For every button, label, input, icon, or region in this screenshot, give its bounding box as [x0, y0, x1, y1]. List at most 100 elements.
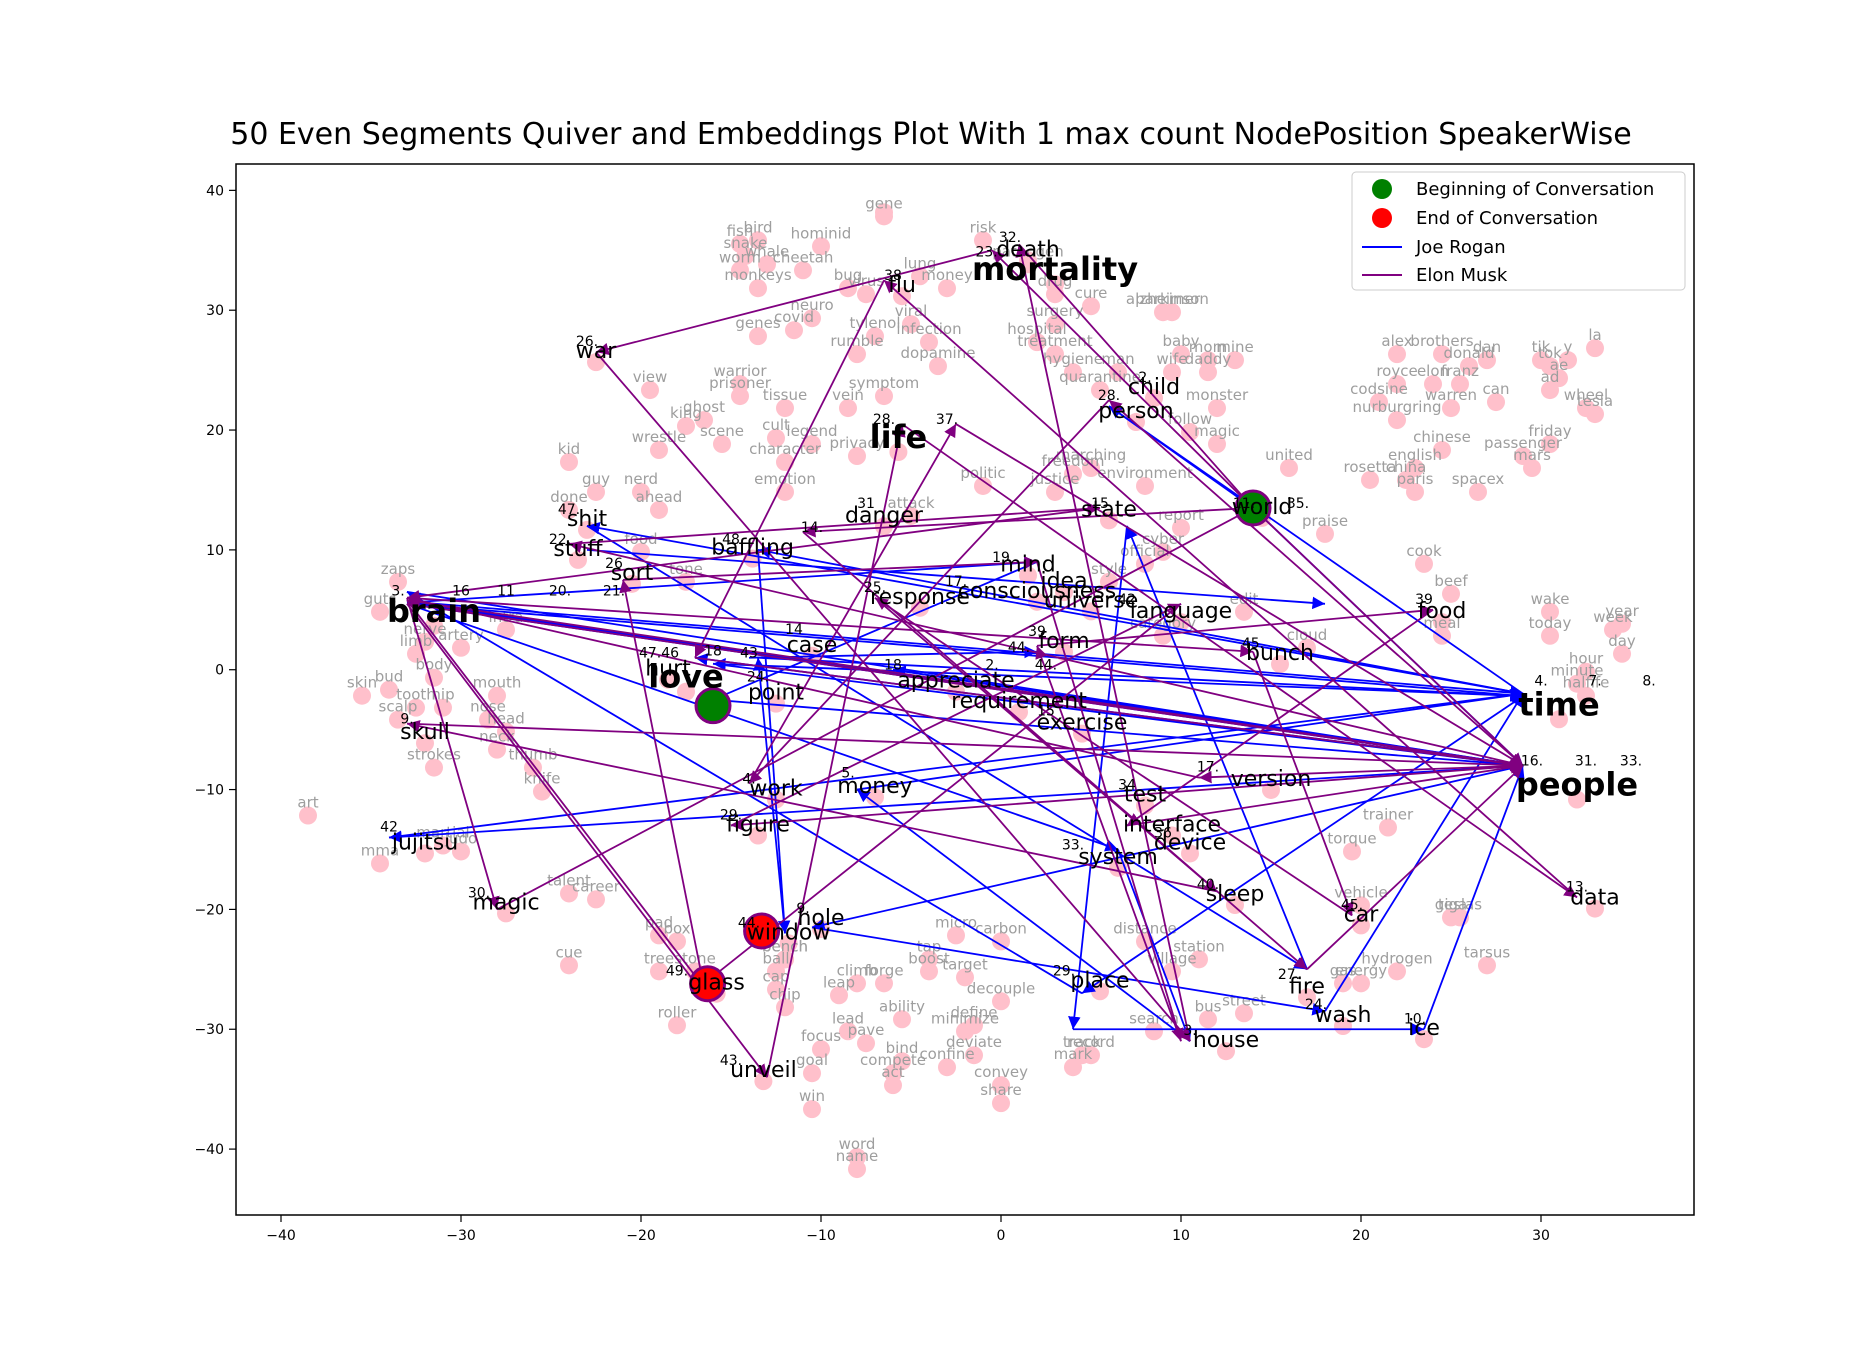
- segment-number-label: 44.: [1035, 658, 1057, 674]
- background-word: quarantine: [1059, 368, 1141, 386]
- embedding-point: [1577, 686, 1595, 705]
- y-tick-label: 0: [215, 663, 224, 679]
- embedding-point: [1604, 620, 1622, 639]
- embedding-point: [632, 482, 650, 501]
- segment-number-label: 14: [785, 622, 803, 638]
- embedding-point: [1352, 896, 1370, 915]
- background-word: alzheimer: [1126, 290, 1201, 308]
- background-word: art: [297, 794, 318, 812]
- embedding-point: [848, 1160, 866, 1179]
- background-word: meal: [1423, 614, 1460, 632]
- segment-number-label: 7.: [1588, 673, 1601, 689]
- background-word: cue: [556, 943, 583, 961]
- embedding-point: [1199, 1010, 1217, 1029]
- embedding-point: [1127, 413, 1145, 432]
- background-word: monkeys: [724, 266, 792, 284]
- embedding-point: [1478, 351, 1496, 370]
- elon-musk-arrow: [1108, 399, 1524, 767]
- embedding-point: [749, 327, 767, 346]
- embedding-point: [974, 231, 992, 250]
- embedding-point: [965, 1016, 983, 1035]
- segment-number-label: 33.: [1620, 754, 1642, 770]
- plot-frame: [235, 163, 1695, 1216]
- background-word: knife: [524, 770, 561, 788]
- embedding-point: [767, 694, 785, 713]
- joe-rogan-arrow: [586, 525, 1308, 971]
- embedding-point: [488, 740, 506, 759]
- embedding-point: [803, 309, 821, 328]
- embedding-point: [677, 417, 695, 436]
- elon-musk-arrow: [694, 279, 885, 659]
- background-word: gene: [865, 194, 903, 212]
- background-word: target: [942, 955, 988, 973]
- embedding-point: [1370, 393, 1388, 412]
- background-word: beef: [1434, 572, 1468, 590]
- background-word: covid: [774, 308, 814, 326]
- embedding-point: [713, 435, 731, 454]
- background-word: giga: [1435, 895, 1467, 913]
- embedding-point: [1064, 363, 1082, 382]
- embedding-point: [659, 670, 677, 689]
- background-word: convey: [974, 1063, 1028, 1081]
- embedding-point: [1442, 399, 1460, 418]
- background-word: focus: [801, 1027, 841, 1045]
- elon-musk-arrow: [595, 351, 1191, 1042]
- segment-number-label: 9.: [796, 901, 809, 917]
- joe-rogan-arrow: [752, 657, 786, 934]
- embedding-point: [1388, 345, 1406, 364]
- background-word: infection: [896, 320, 961, 338]
- segment-number-label: 34: [1118, 778, 1136, 794]
- background-word: career: [572, 877, 621, 895]
- segment-number-label: 28.: [873, 412, 895, 428]
- embedding-point: [736, 246, 755, 265]
- segment-number-label: 9.: [400, 712, 413, 728]
- background-word: track: [1063, 1033, 1101, 1051]
- background-word: treatment: [1017, 332, 1092, 350]
- segment-number-label: 15: [1091, 496, 1109, 512]
- background-word: prisoner: [709, 374, 772, 392]
- background-word: cheetah: [773, 248, 834, 266]
- quiver-arrows: [388, 243, 1578, 1078]
- embedding-point: [1055, 583, 1073, 602]
- background-word: name: [836, 1147, 879, 1165]
- background-word: monster: [1186, 386, 1249, 404]
- embedding-point: [1154, 626, 1172, 645]
- embedding-point: [1388, 962, 1406, 981]
- embedding-point: [947, 926, 965, 945]
- background-word: dan: [1473, 338, 1501, 356]
- embedding-point: [776, 453, 794, 472]
- key-node-label: window: [747, 920, 830, 945]
- embedding-point: [1235, 1004, 1253, 1023]
- elon-musk-arrow: [1126, 609, 1434, 827]
- key-node-label: interface: [1123, 813, 1221, 838]
- embedding-point: [1172, 345, 1190, 364]
- key-node-label: stuff: [553, 537, 603, 562]
- segment-number-label: 47.: [558, 502, 580, 518]
- embedding-point: [407, 698, 425, 717]
- background-word: week: [1593, 608, 1633, 626]
- joe-rogan-arrow: [406, 556, 1038, 604]
- elon-musk-arrow: [496, 507, 1254, 911]
- background-word: mom: [1189, 338, 1227, 356]
- embedding-point: [767, 980, 785, 999]
- background-word: tree: [644, 949, 674, 967]
- embedding-point: [776, 950, 794, 969]
- embedding-point: [371, 854, 389, 873]
- background-word: environment: [1097, 464, 1193, 482]
- embedding-point: [641, 381, 659, 400]
- background-word: kid: [558, 440, 580, 458]
- background-word: mine: [1216, 338, 1254, 356]
- embedding-point: [1469, 482, 1487, 501]
- embedding-point: [889, 443, 908, 462]
- background-word: bus: [1195, 997, 1222, 1015]
- background-word: goal: [796, 1051, 828, 1069]
- background-word: guy: [582, 470, 610, 488]
- elon-musk-arrow: [595, 249, 993, 356]
- legend-joe-label: Joe Rogan: [1415, 237, 1506, 258]
- embedding-point: [920, 333, 938, 352]
- background-word: pave: [848, 1021, 885, 1039]
- embedding-point: [749, 279, 767, 298]
- elon-musk-arrow: [991, 249, 1254, 509]
- embedding-point: [1442, 584, 1460, 603]
